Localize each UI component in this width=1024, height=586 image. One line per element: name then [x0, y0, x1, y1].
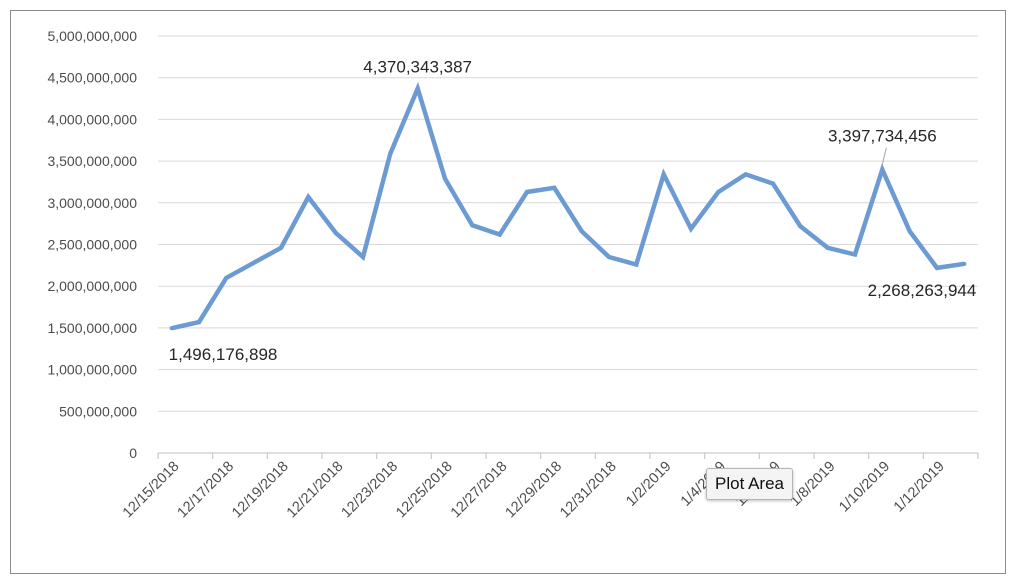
data-label: 1,496,176,898 — [169, 345, 278, 364]
x-tick-label: 1/10/2019 — [836, 459, 893, 516]
data-point — [197, 320, 201, 325]
x-tick-label: 12/31/2018 — [557, 459, 620, 522]
y-tick-label: 1,500,000,000 — [47, 320, 137, 336]
x-tick-label: 1/8/2019 — [787, 459, 838, 510]
series-line[interactable] — [171, 81, 965, 331]
data-point — [716, 189, 721, 194]
x-tick-label: 12/25/2018 — [393, 459, 456, 522]
y-tick-label: 500,000,000 — [59, 403, 137, 419]
y-tick-label: 0 — [129, 445, 137, 461]
x-tick-label: 12/17/2018 — [175, 459, 238, 522]
series-line-group — [169, 81, 967, 331]
data-point — [689, 226, 693, 231]
data-point — [962, 261, 967, 266]
x-tick-label: 12/29/2018 — [503, 459, 566, 522]
data-point — [771, 181, 775, 186]
data-point — [251, 260, 256, 265]
data-point — [361, 255, 365, 260]
data-point — [388, 151, 393, 156]
data-point — [853, 252, 857, 257]
x-tick-label: 12/27/2018 — [448, 459, 511, 522]
data-point — [279, 245, 283, 250]
data-point — [880, 167, 885, 172]
data-point — [552, 185, 557, 190]
y-tick-label: 2,000,000,000 — [47, 278, 137, 294]
x-tick-label: 12/21/2018 — [284, 459, 347, 522]
x-axis — [157, 452, 979, 459]
data-point — [306, 194, 311, 199]
data-point — [743, 172, 748, 177]
y-tick-label: 3,000,000,000 — [47, 195, 137, 211]
data-point — [470, 223, 475, 228]
y-tick-label: 4,000,000,000 — [47, 111, 137, 127]
data-point — [333, 230, 338, 235]
data-point — [443, 176, 447, 181]
data-point — [798, 224, 803, 229]
data-label: 3,397,734,456 — [828, 127, 937, 146]
data-point — [935, 265, 939, 270]
data-point — [415, 86, 420, 91]
data-point — [525, 189, 529, 194]
y-axis-tick-labels: 0 500,000,000 1,000,000,000 1,500,000,000 2,… — [47, 28, 137, 461]
y-tick-label: 1,000,000,000 — [47, 362, 137, 378]
data-point — [169, 326, 174, 331]
data-point — [907, 229, 912, 234]
data-point — [607, 255, 611, 260]
data-point — [497, 232, 502, 237]
x-tick-label: 12/19/2018 — [229, 459, 292, 522]
chart-frame — [10, 10, 1006, 574]
x-tick-label: 12/23/2018 — [339, 459, 402, 522]
data-label: 4,370,343,387 — [363, 58, 472, 77]
x-tick-label: 12/15/2018 — [120, 459, 183, 522]
data-point — [661, 172, 666, 177]
x-axis-tick-labels: 12/15/201812/17/201812/19/201812/21/2018… — [120, 459, 948, 522]
data-point — [579, 229, 584, 234]
data-labels: 1,496,176,898 4,370,343,387 3,397,734,456 2… — [169, 58, 977, 365]
x-tick-label: 1/12/2019 — [891, 459, 948, 516]
data-point — [825, 245, 830, 250]
y-tick-label: 3,500,000,000 — [47, 153, 137, 169]
data-label-leader-line — [881, 147, 887, 165]
y-tick-label: 4,500,000,000 — [47, 70, 137, 86]
data-point — [634, 262, 639, 267]
x-tick-label: 1/2/2019 — [623, 459, 674, 510]
gridlines — [158, 35, 978, 412]
plot-area-tooltip: Plot Area — [706, 468, 793, 500]
y-tick-label: 2,500,000,000 — [47, 237, 137, 253]
y-tick-label: 5,000,000,000 — [47, 28, 137, 44]
data-point — [224, 275, 229, 280]
data-label: 2,268,263,944 — [868, 281, 977, 300]
